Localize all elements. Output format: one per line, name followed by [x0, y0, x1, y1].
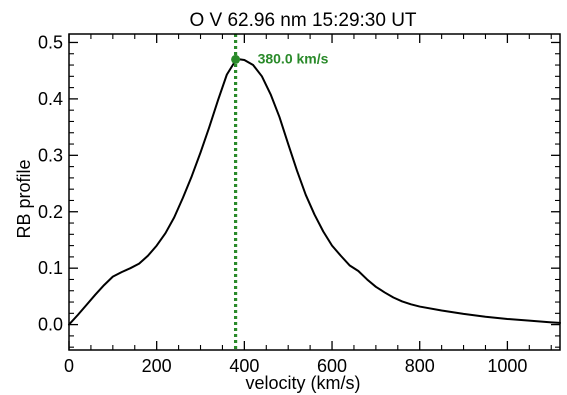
y-tick-labels: 0.0 0.1 0.2 0.3 0.4 0.5	[38, 32, 63, 334]
series-layer	[68, 58, 561, 326]
x-tick-label: 200	[142, 356, 172, 376]
plot-frame	[68, 33, 561, 351]
x-tick-label: 0	[64, 356, 74, 376]
y-tick-label: 0.2	[38, 202, 63, 222]
y-tick-label: 0.1	[38, 258, 63, 278]
peak-marker-label: 380.0 km/s	[258, 50, 329, 66]
y-tick-label: 0.3	[38, 145, 63, 165]
y-tick-label: 0.0	[38, 315, 63, 335]
x-tick-label: 1000	[487, 356, 527, 376]
peak-marker-point	[231, 54, 241, 64]
y-tick-label: 0.4	[38, 89, 63, 109]
x-tick-label: 600	[317, 356, 347, 376]
x-tick-label: 400	[229, 356, 259, 376]
x-tick-label: 800	[405, 356, 435, 376]
series-line	[68, 58, 561, 326]
chart-title: O V 62.96 nm 15:29:30 UT	[189, 10, 416, 31]
x-tick-labels: 0 200 400 600 800 1000	[64, 356, 527, 376]
marker-layer: 380.0 km/s	[231, 34, 329, 350]
y-tick-label: 0.5	[38, 32, 63, 52]
y-axis-label: RB profile	[14, 159, 34, 238]
x-axis-label: velocity (km/s)	[245, 373, 360, 393]
